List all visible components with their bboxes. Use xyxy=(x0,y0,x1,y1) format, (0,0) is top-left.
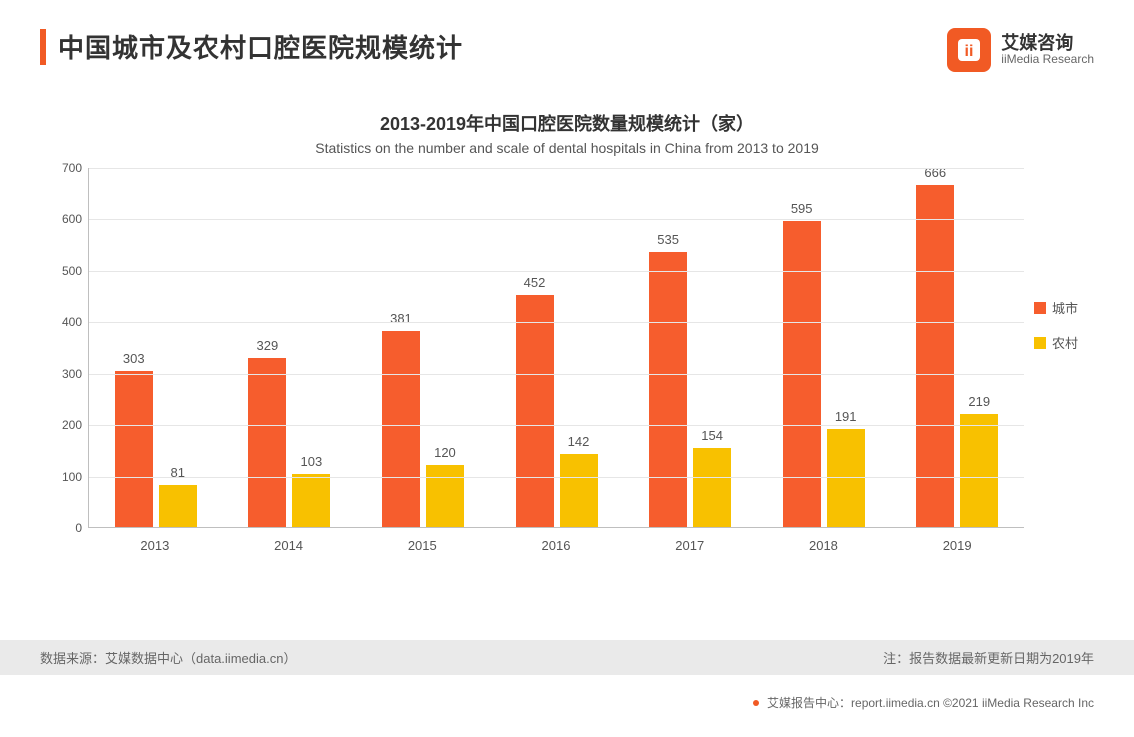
footer-note: 注：报告数据最新更新日期为2019年 xyxy=(883,648,1094,667)
bar-value-label: 142 xyxy=(568,434,590,449)
bar: 120 xyxy=(426,465,464,527)
x-axis-labels: 2013201420152016201720182019 xyxy=(88,528,1024,553)
bottom-line: 艾媒报告中心：report.iimedia.cn ©2021 iiMedia R… xyxy=(753,694,1094,711)
legend-swatch xyxy=(1034,337,1046,349)
logo-en: iiMedia Research xyxy=(1001,53,1094,66)
bar: 381 xyxy=(382,331,420,527)
x-axis-label: 2016 xyxy=(489,528,623,553)
bar: 81 xyxy=(159,485,197,527)
bar-group: 381120 xyxy=(356,168,490,527)
grid-line xyxy=(89,168,1024,169)
x-axis-label: 2019 xyxy=(890,528,1024,553)
bar: 219 xyxy=(960,414,998,527)
bar: 142 xyxy=(560,454,598,527)
bar-value-label: 452 xyxy=(524,275,546,290)
logo-icon: ii xyxy=(947,28,991,72)
bar: 329 xyxy=(248,358,286,527)
bar-group: 30381 xyxy=(89,168,223,527)
grid-line xyxy=(89,477,1024,478)
x-axis-label: 2014 xyxy=(222,528,356,553)
legend-item: 农村 xyxy=(1034,333,1094,352)
bar: 103 xyxy=(292,474,330,527)
x-axis-label: 2013 xyxy=(88,528,222,553)
legend-label: 农村 xyxy=(1052,333,1078,352)
bar: 191 xyxy=(827,429,865,527)
bar-value-label: 303 xyxy=(123,351,145,366)
chart-title-cn: 2013-2019年中国口腔医院数量规模统计（家） xyxy=(40,110,1094,136)
bullet-icon xyxy=(753,700,759,706)
logo-cn: 艾媒咨询 xyxy=(1001,34,1094,54)
data-source: 数据来源：艾媒数据中心（data.iimedia.cn） xyxy=(40,648,296,667)
bar-value-label: 120 xyxy=(434,445,456,460)
bar: 452 xyxy=(516,295,554,527)
y-tick-label: 300 xyxy=(62,367,82,381)
y-tick-label: 100 xyxy=(62,470,82,484)
page-title: 中国城市及农村口腔医院规模统计 xyxy=(58,28,463,65)
bars-row: 3038132910338112045214253515459519166621… xyxy=(89,168,1024,527)
bar-value-label: 154 xyxy=(701,428,723,443)
bar-value-label: 535 xyxy=(657,232,679,247)
svg-text:ii: ii xyxy=(965,43,974,60)
logo-text: 艾媒咨询 iiMedia Research xyxy=(1001,34,1094,67)
y-tick-label: 400 xyxy=(62,315,82,329)
y-tick-label: 600 xyxy=(62,212,82,226)
copyright-text: 艾媒报告中心：report.iimedia.cn ©2021 iiMedia R… xyxy=(767,694,1094,711)
bar-group: 329103 xyxy=(223,168,357,527)
bar-value-label: 191 xyxy=(835,409,857,424)
legend-label: 城市 xyxy=(1052,298,1078,317)
legend-item: 城市 xyxy=(1034,298,1094,317)
header: 中国城市及农村口腔医院规模统计 ii 艾媒咨询 iiMedia Research xyxy=(0,0,1134,72)
plot-area: 3038132910338112045214253515459519166621… xyxy=(88,168,1024,528)
bar-value-label: 81 xyxy=(171,465,185,480)
grid-line xyxy=(89,271,1024,272)
y-tick-label: 0 xyxy=(75,521,82,535)
brand-logo: ii 艾媒咨询 iiMedia Research xyxy=(947,28,1094,72)
y-tick-label: 500 xyxy=(62,264,82,278)
chart-title-en: Statistics on the number and scale of de… xyxy=(40,140,1094,156)
bar: 303 xyxy=(115,371,153,527)
x-axis-label: 2017 xyxy=(623,528,757,553)
bar-value-label: 103 xyxy=(301,454,323,469)
bar-group: 666 219 xyxy=(890,168,1024,527)
grid-line xyxy=(89,374,1024,375)
grid-line xyxy=(89,219,1024,220)
bar-value-label: 666 xyxy=(924,165,946,180)
bar-value-label: 219 xyxy=(968,394,990,409)
bar-value-label: 595 xyxy=(791,201,813,216)
y-tick-label: 200 xyxy=(62,418,82,432)
title-accent-bar xyxy=(40,29,46,65)
y-tick-label: 700 xyxy=(62,161,82,175)
plot-row: 0100200300400500600700 30381329103381120… xyxy=(40,168,1094,528)
chart-titles: 2013-2019年中国口腔医院数量规模统计（家） Statistics on … xyxy=(40,110,1094,156)
bar-group: 452142 xyxy=(490,168,624,527)
chart-container: 2013-2019年中国口腔医院数量规模统计（家） Statistics on … xyxy=(0,110,1134,553)
bar: 535 xyxy=(649,252,687,527)
bar-value-label: 381 xyxy=(390,311,412,326)
legend-swatch xyxy=(1034,302,1046,314)
legend: 城市农村 xyxy=(1024,168,1094,368)
bar: 154 xyxy=(693,448,731,527)
footer-band: 数据来源：艾媒数据中心（data.iimedia.cn） 注：报告数据最新更新日… xyxy=(0,640,1134,675)
bar-group: 535154 xyxy=(623,168,757,527)
grid-line xyxy=(89,322,1024,323)
title-block: 中国城市及农村口腔医院规模统计 xyxy=(40,28,463,65)
grid-line xyxy=(89,425,1024,426)
x-axis-label: 2015 xyxy=(355,528,489,553)
bar-group: 595 191 xyxy=(757,168,891,527)
y-axis: 0100200300400500600700 xyxy=(40,168,88,528)
bar-value-label: 329 xyxy=(257,338,279,353)
x-axis-label: 2018 xyxy=(757,528,891,553)
